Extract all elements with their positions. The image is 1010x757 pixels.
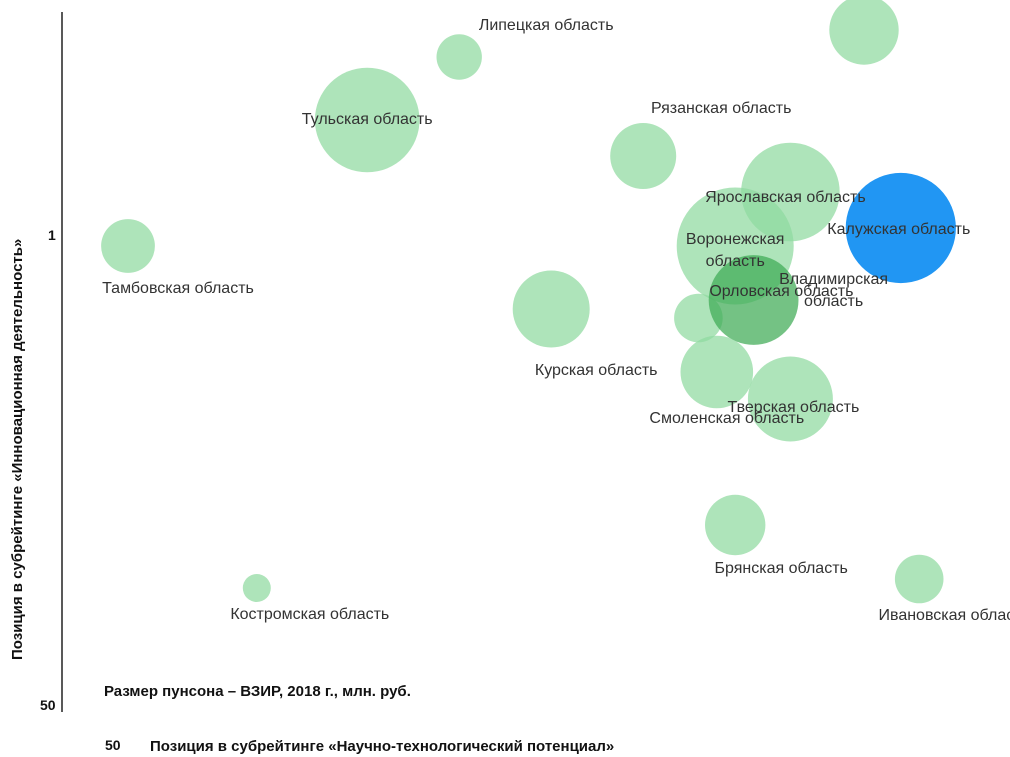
bubble-layer — [101, 0, 956, 604]
bubble-9 — [708, 255, 799, 345]
bubble-label-6: Тамбовская область — [102, 280, 254, 297]
bubble-1 — [436, 34, 482, 80]
bubble-14 — [242, 574, 271, 602]
bubble-6 — [101, 219, 155, 273]
x-axis-title: Позиция в субрейтинге «Научно-технологич… — [150, 738, 614, 755]
bubble-2 — [610, 123, 677, 189]
bubble-label-2: Рязанская область — [651, 100, 791, 117]
bubble-label-4: Ярославская область — [705, 189, 866, 206]
y-tick-label-top: 1 — [48, 227, 56, 243]
bubble-label-14: Костромская область — [230, 606, 389, 623]
bubble-label-8: Орловская область — [709, 283, 853, 300]
y-axis-title: Позиция в субрейтинге «Инновационная дея… — [9, 239, 26, 660]
bubble-label-9: Владимирская область — [779, 271, 888, 310]
bubble-11 — [680, 335, 754, 409]
x-tick-label: 50 — [105, 737, 121, 753]
bubble-13 — [705, 494, 766, 556]
bubble-label-10: Курская область — [535, 362, 658, 379]
bubble-label-0: Тульская область — [302, 111, 433, 128]
bubble-label-15: Ивановская область — [879, 607, 1010, 624]
bubble-15 — [894, 554, 944, 604]
bubble-size-note: Размер пунсона – ВЗИР, 2018 г., млн. руб… — [104, 683, 411, 700]
bubble-7 — [845, 172, 956, 284]
bubble-label-7: Калужская область — [827, 221, 970, 238]
y-tick-label-bottom: 50 — [40, 697, 56, 713]
bubble-label-12: Тверская область — [728, 399, 860, 416]
label-layer: Тульская область Липецкая область Рязанска… — [102, 17, 1010, 624]
bubble-10 — [512, 270, 590, 348]
bubble-3 — [829, 0, 899, 65]
bubble-label-13: Брянская область — [715, 560, 848, 577]
bubble-12 — [747, 356, 833, 442]
bubble-0 — [314, 67, 420, 173]
bubble-label-1: Липецкая область — [479, 17, 614, 34]
bubble-label-5: Воронежская область — [686, 231, 785, 270]
bubble-label-11: Смоленская область — [649, 410, 804, 427]
